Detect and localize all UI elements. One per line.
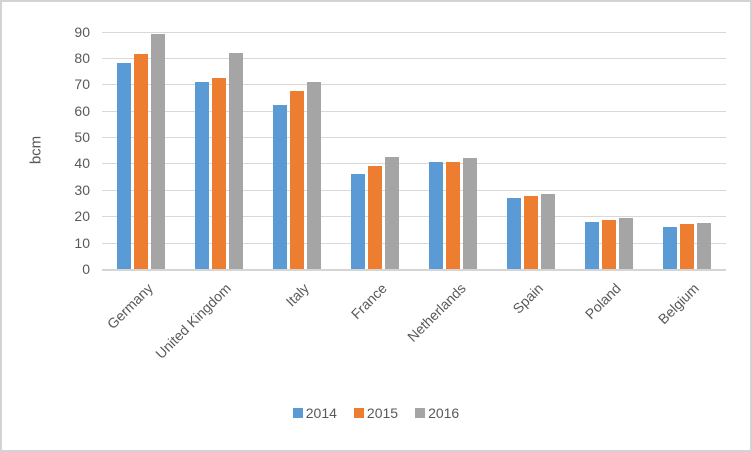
bar-2015-poland [602, 220, 616, 269]
legend-item-2015: 2015 [353, 405, 399, 421]
legend-label: 2015 [366, 405, 399, 421]
bar-2016-belgium [697, 222, 711, 269]
y-axis-tick-label: 70 [74, 76, 90, 93]
legend-item-2014: 2014 [292, 405, 337, 421]
y-axis-tick-label: 80 [74, 49, 90, 66]
bar-2014-united-kingdom [195, 81, 209, 269]
category-label-italy: Italy [282, 280, 313, 310]
bar-2016-germany [151, 34, 165, 269]
y-axis-tick-label: 10 [74, 234, 90, 251]
y-axis-tick-label: 30 [74, 181, 90, 198]
bar-2016-spain [541, 193, 555, 269]
bar-2015-france [368, 166, 382, 269]
bar-2015-belgium [680, 224, 694, 269]
bar-2014-spain [507, 197, 521, 269]
bar-2016-italy [307, 81, 321, 269]
bar-2014-belgium [663, 226, 677, 269]
y-axis-tick-label: 0 [82, 261, 90, 277]
legend-label: 2014 [305, 405, 337, 421]
legend-swatch-icon [415, 408, 426, 418]
legend-label: 2016 [428, 405, 460, 421]
gridline [102, 189, 726, 191]
category-label-poland: Poland [582, 280, 625, 323]
category-label-netherlands: Netherlands [403, 280, 469, 345]
y-axis-tick-label: 60 [74, 102, 90, 119]
gridline [102, 84, 726, 86]
bar-2015-netherlands [446, 162, 460, 269]
bar-2014-france [351, 174, 365, 269]
y-axis-tick-label: 90 [74, 23, 90, 40]
bar-2014-netherlands [429, 162, 443, 269]
bar-2016-netherlands [463, 158, 477, 269]
bar-2015-united-kingdom [212, 77, 226, 269]
category-label-belgium: Belgium [655, 280, 703, 328]
bar-2015-germany [134, 53, 148, 269]
gridline [102, 163, 726, 165]
legend: 2014 2015 2016 [2, 405, 750, 421]
legend-item-2016: 2016 [415, 405, 459, 421]
category-label-france: France [348, 280, 391, 323]
category-label-united-kingdom: United Kingdom [152, 280, 235, 362]
bar-2015-italy [290, 90, 304, 269]
bar-2014-germany [117, 63, 131, 269]
legend-swatch-icon [353, 408, 364, 418]
bar-2014-italy [273, 105, 287, 269]
x-axis-line [102, 269, 726, 271]
legend-swatch-icon [292, 408, 303, 418]
gridline [102, 216, 726, 218]
category-label-germany: Germany [104, 280, 157, 333]
y-axis-tick-label: 20 [74, 208, 90, 225]
bar-2016-united-kingdom [229, 52, 243, 269]
y-axis-tick-label: 40 [74, 155, 90, 172]
gridline [102, 242, 726, 244]
bar-2016-poland [619, 217, 633, 269]
gridline [102, 110, 726, 112]
gridline [102, 31, 726, 33]
gridline [102, 137, 726, 139]
category-label-spain: Spain [509, 280, 547, 317]
bar-2014-poland [585, 221, 599, 269]
y-axis-tick-label: 50 [74, 129, 90, 146]
bar-2016-france [385, 156, 399, 269]
bar-2015-spain [524, 196, 538, 269]
gridline [102, 57, 726, 59]
